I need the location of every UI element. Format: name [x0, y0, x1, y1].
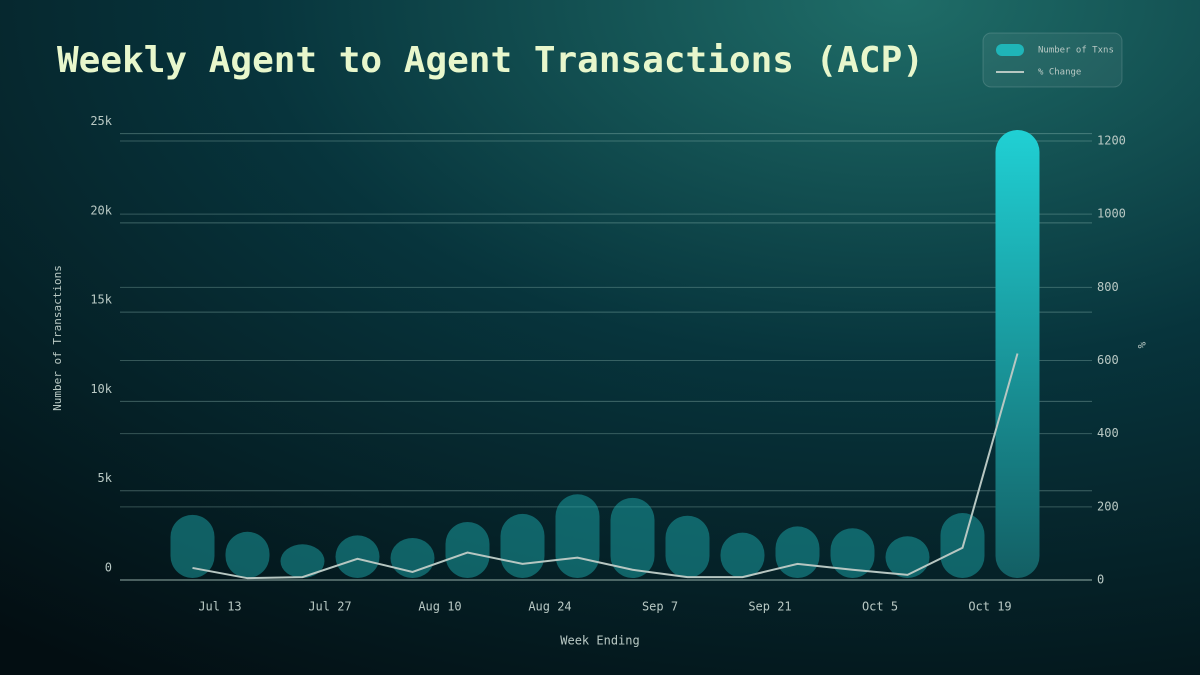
x-tick-label: Jul 27	[308, 600, 351, 614]
x-tick-label: Oct 19	[968, 600, 1011, 614]
bar	[885, 536, 930, 578]
x-tick-label: Aug 24	[528, 600, 571, 614]
bar	[335, 535, 380, 578]
bar	[225, 531, 270, 578]
bar	[830, 528, 875, 578]
legend-swatch	[996, 44, 1024, 56]
bar	[610, 497, 655, 578]
line	[192, 353, 1019, 580]
y-axis-label: Number of Transactions	[51, 265, 64, 411]
bar	[280, 544, 325, 578]
legend-label: % Change	[1038, 68, 1081, 78]
y2-tick-label: 200	[1097, 499, 1119, 513]
y2-tick-label: 600	[1097, 353, 1119, 367]
x-tick-label: Oct 5	[862, 600, 898, 614]
y-tick-label: 15k	[90, 293, 112, 307]
bar	[665, 515, 710, 578]
x-axis-label: Week Ending	[560, 634, 639, 648]
y2-axis-label: %	[1135, 342, 1148, 349]
y-tick-label: 25k	[90, 114, 112, 128]
y-tick-label: 20k	[90, 203, 112, 217]
x-tick-label: Sep 21	[748, 600, 791, 614]
x-tick-label: Aug 10	[418, 600, 461, 614]
bar	[720, 532, 765, 578]
y2-tick-label: 400	[1097, 426, 1119, 440]
y2-tick-label: 0	[1097, 573, 1104, 587]
x-tick-label: Jul 13	[198, 600, 241, 614]
chart-title: Weekly Agent to Agent Transactions (ACP)	[57, 40, 924, 81]
bar	[500, 513, 545, 578]
bar	[170, 514, 215, 578]
y-tick-label: 10k	[90, 382, 112, 396]
legend-box	[982, 32, 1123, 88]
bar	[775, 526, 820, 578]
y2-tick-label: 800	[1097, 280, 1119, 294]
legend-label: Number of Txns	[1038, 46, 1114, 56]
y2-tick-label: 1200	[1097, 133, 1126, 147]
x-tick-label: Sep 7	[642, 600, 678, 614]
bar	[555, 494, 600, 578]
y-tick-label: 0	[105, 561, 112, 575]
y-tick-label: 5k	[98, 471, 113, 485]
bar	[445, 521, 490, 578]
y2-tick-label: 1000	[1097, 207, 1126, 221]
